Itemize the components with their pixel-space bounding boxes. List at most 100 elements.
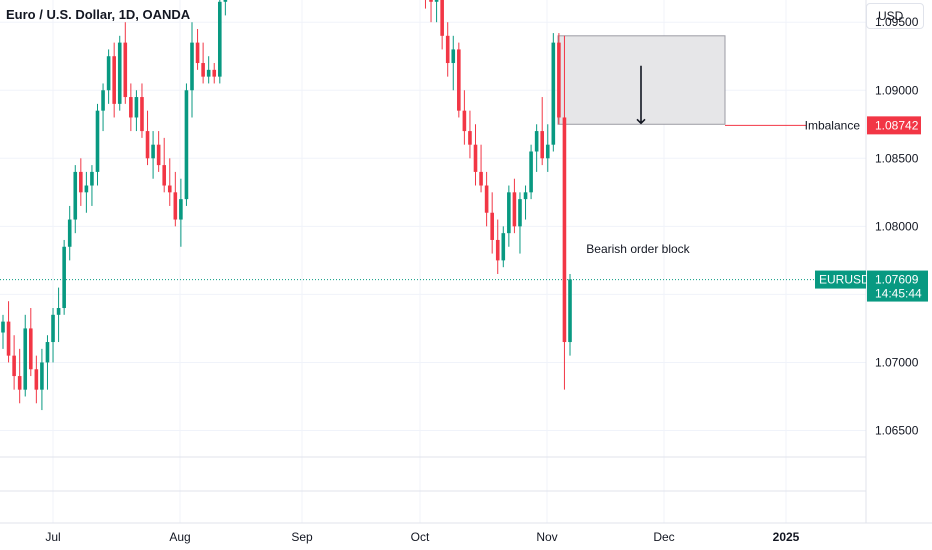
candlestick-series <box>1 0 572 411</box>
candle[interactable] <box>529 144 533 200</box>
candle[interactable] <box>429 0 433 23</box>
candle[interactable] <box>134 90 139 132</box>
symbol-tag: EURUSD <box>815 270 870 289</box>
candle[interactable] <box>45 335 50 390</box>
candle-body <box>173 192 178 220</box>
candle[interactable] <box>551 33 556 152</box>
candle[interactable] <box>101 83 105 132</box>
candle-body <box>462 110 467 132</box>
order-block-label: Bearish order block <box>586 242 690 256</box>
candle-body <box>429 0 433 2</box>
candle[interactable] <box>179 178 183 247</box>
candle[interactable] <box>1 314 5 349</box>
candle-body <box>79 171 83 193</box>
candle-body <box>551 42 556 145</box>
candle[interactable] <box>184 83 189 206</box>
candle[interactable] <box>473 124 478 186</box>
candle[interactable] <box>457 42 461 118</box>
candle-body <box>568 279 572 343</box>
candle-body <box>434 0 439 2</box>
candle[interactable] <box>173 171 178 227</box>
candle[interactable] <box>484 171 489 227</box>
candle-body <box>217 1 222 77</box>
candle[interactable] <box>445 22 450 77</box>
candle[interactable] <box>462 90 467 145</box>
candle[interactable] <box>40 348 44 411</box>
candle-body <box>206 69 211 77</box>
candle[interactable] <box>34 355 39 404</box>
candle[interactable] <box>23 314 28 397</box>
candle[interactable] <box>557 33 561 125</box>
candle[interactable] <box>67 205 72 261</box>
candle[interactable] <box>156 131 161 172</box>
candle[interactable] <box>51 308 55 363</box>
candle[interactable] <box>123 22 128 104</box>
candle[interactable] <box>195 29 200 70</box>
candle[interactable] <box>518 192 522 254</box>
grid-lines <box>0 0 866 523</box>
candle[interactable] <box>217 0 222 84</box>
candle[interactable] <box>129 83 133 132</box>
candle[interactable] <box>73 165 78 234</box>
candle[interactable] <box>468 110 472 159</box>
candle[interactable] <box>84 171 89 213</box>
candle[interactable] <box>424 0 428 9</box>
candle[interactable] <box>223 0 228 16</box>
candle-body <box>507 192 511 234</box>
candle[interactable] <box>117 35 122 111</box>
candle[interactable] <box>79 158 83 206</box>
candle[interactable] <box>540 97 545 166</box>
candle[interactable] <box>201 42 205 84</box>
candle[interactable] <box>167 158 172 206</box>
candle-body <box>457 49 461 111</box>
candle[interactable] <box>534 124 539 172</box>
candle-body <box>473 144 478 172</box>
candle-body <box>512 192 517 227</box>
price-tick-label: 1.08000 <box>875 219 919 233</box>
order-block-drawing[interactable]: Bearish order block <box>557 35 726 256</box>
candle[interactable] <box>17 348 22 404</box>
candle[interactable] <box>56 287 61 343</box>
time-tick-label: Oct <box>411 530 430 544</box>
candle[interactable] <box>434 0 439 23</box>
candle[interactable] <box>545 124 550 172</box>
candle[interactable] <box>106 49 111 104</box>
candle-body <box>140 97 144 132</box>
candle[interactable] <box>562 35 567 390</box>
candle[interactable] <box>140 83 144 138</box>
candle[interactable] <box>90 165 94 206</box>
candle-body <box>45 342 50 363</box>
candle-body <box>1 321 5 333</box>
candle[interactable] <box>190 22 194 118</box>
candle[interactable] <box>28 308 33 377</box>
candle[interactable] <box>507 185 511 247</box>
candle[interactable] <box>568 273 572 356</box>
candle-body <box>12 355 16 377</box>
candle[interactable] <box>479 144 483 193</box>
countdown-text: 14:45:44 <box>875 287 922 301</box>
candle[interactable] <box>490 192 494 254</box>
price-tick-label: 1.09500 <box>875 15 919 29</box>
candle[interactable] <box>212 63 217 84</box>
candle[interactable] <box>95 103 100 186</box>
candle[interactable] <box>501 226 506 268</box>
candle[interactable] <box>151 131 155 179</box>
currency-selector[interactable]: USD <box>866 3 924 29</box>
time-tick-label: Dec <box>653 530 674 544</box>
candle-body <box>212 69 217 77</box>
candle[interactable] <box>451 35 456 91</box>
candle[interactable] <box>62 239 66 315</box>
candle[interactable] <box>440 0 444 50</box>
candle[interactable] <box>206 56 211 84</box>
candle[interactable] <box>6 301 11 363</box>
candle[interactable] <box>512 178 517 234</box>
symbol-title[interactable]: Euro / U.S. Dollar, 1D, OANDA <box>6 7 191 22</box>
symbol-tag-text: EURUSD <box>819 273 870 287</box>
candle[interactable] <box>12 335 16 390</box>
candle[interactable] <box>145 110 150 166</box>
candle[interactable] <box>523 185 528 220</box>
candle[interactable] <box>112 42 116 118</box>
candle[interactable] <box>495 219 500 274</box>
candle[interactable] <box>162 137 167 193</box>
